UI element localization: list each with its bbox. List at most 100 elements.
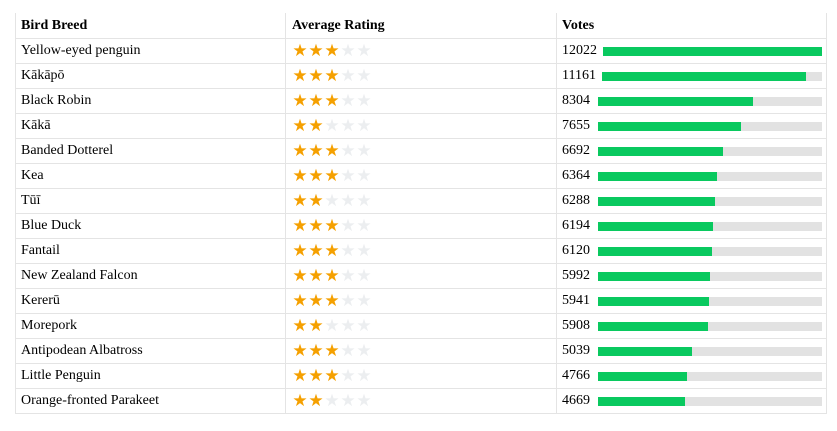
average-rating-cell: ★ ★ ★ ★ ★	[286, 339, 557, 363]
star-rating: ★ ★ ★ ★ ★	[292, 90, 372, 111]
star-filled-icon: ★	[292, 265, 308, 286]
star-filled-icon: ★	[308, 290, 324, 311]
votes-bar-fill	[598, 121, 741, 131]
star-rating: ★ ★ ★ ★ ★	[292, 340, 372, 361]
star-filled-icon: ★	[292, 365, 308, 386]
star-filled-icon: ★	[324, 215, 340, 236]
star-filled-icon: ★	[292, 40, 308, 61]
star-filled-icon: ★	[324, 65, 340, 86]
star-empty-icon: ★	[356, 340, 372, 361]
votes-cell: 5941	[557, 289, 826, 313]
votes-cell: 12022	[557, 39, 826, 63]
table-row[interactable]: Banded Dotterel ★ ★ ★ ★ ★ 6692	[16, 138, 826, 163]
table-row[interactable]: Little Penguin ★ ★ ★ ★ ★ 4766	[16, 363, 826, 388]
votes-bar-track	[598, 296, 822, 306]
star-rating: ★ ★ ★ ★ ★	[292, 240, 372, 261]
table-row[interactable]: Fantail ★ ★ ★ ★ ★ 6120	[16, 238, 826, 263]
star-rating: ★ ★ ★ ★ ★	[292, 365, 372, 386]
bird-breed-cell: Little Penguin	[16, 364, 286, 388]
star-rating: ★ ★ ★ ★ ★	[292, 315, 372, 336]
bird-breed-cell: Kererū	[16, 289, 286, 313]
votes-bar-track	[598, 321, 822, 331]
bird-breed-cell: Tūī	[16, 189, 286, 213]
votes-cell: 6120	[557, 239, 826, 263]
star-empty-icon: ★	[356, 315, 372, 336]
table-row[interactable]: Kākāpō ★ ★ ★ ★ ★ 11161	[16, 63, 826, 88]
star-empty-icon: ★	[340, 390, 356, 411]
votes-count: 7655	[562, 118, 590, 133]
star-filled-icon: ★	[292, 215, 308, 236]
votes-bar-fill	[598, 146, 723, 156]
table-row[interactable]: Black Robin ★ ★ ★ ★ ★ 8304	[16, 88, 826, 113]
bird-breed-cell: Orange-fronted Parakeet	[16, 389, 286, 413]
header-votes[interactable]: Votes	[562, 17, 595, 33]
table-row[interactable]: Tūī ★ ★ ★ ★ ★ 6288	[16, 188, 826, 213]
star-filled-icon: ★	[308, 340, 324, 361]
star-rating: ★ ★ ★ ★ ★	[292, 265, 372, 286]
star-empty-icon: ★	[356, 40, 372, 61]
star-filled-icon: ★	[308, 65, 324, 86]
votes-count: 8304	[562, 93, 590, 108]
votes-bar-track	[598, 196, 822, 206]
star-filled-icon: ★	[308, 315, 324, 336]
votes-bar-fill	[598, 296, 709, 306]
star-empty-icon: ★	[340, 65, 356, 86]
average-rating-cell: ★ ★ ★ ★ ★	[286, 314, 557, 338]
votes-cell: 6364	[557, 164, 826, 188]
votes-bar-fill	[598, 246, 713, 256]
votes-bar-fill	[603, 46, 822, 56]
votes-bar-track	[598, 121, 822, 131]
star-empty-icon: ★	[356, 165, 372, 186]
star-filled-icon: ★	[308, 115, 324, 136]
star-empty-icon: ★	[356, 65, 372, 86]
star-filled-icon: ★	[308, 165, 324, 186]
votes-count: 4669	[562, 393, 590, 408]
star-filled-icon: ★	[324, 90, 340, 111]
table-row[interactable]: Antipodean Albatross ★ ★ ★ ★ ★ 5039	[16, 338, 826, 363]
table-row[interactable]: Morepork ★ ★ ★ ★ ★ 5908	[16, 313, 826, 338]
star-empty-icon: ★	[340, 190, 356, 211]
star-filled-icon: ★	[308, 90, 324, 111]
table-row[interactable]: Kākā ★ ★ ★ ★ ★ 7655	[16, 113, 826, 138]
star-filled-icon: ★	[308, 240, 324, 261]
votes-cell: 11161	[557, 64, 826, 88]
star-filled-icon: ★	[292, 340, 308, 361]
votes-cell: 5908	[557, 314, 826, 338]
votes-bar-fill	[601, 71, 807, 81]
average-rating-cell: ★ ★ ★ ★ ★	[286, 389, 557, 413]
star-filled-icon: ★	[324, 40, 340, 61]
average-rating-cell: ★ ★ ★ ★ ★	[286, 89, 557, 113]
star-empty-icon: ★	[356, 265, 372, 286]
star-empty-icon: ★	[340, 215, 356, 236]
table-row[interactable]: Orange-fronted Parakeet ★ ★ ★ ★ ★ 4669	[16, 388, 826, 413]
table-row[interactable]: Kererū ★ ★ ★ ★ ★ 5941	[16, 288, 826, 313]
header-bird-breed[interactable]: Bird Breed	[16, 13, 286, 38]
star-filled-icon: ★	[292, 315, 308, 336]
votes-bar-fill	[598, 271, 710, 281]
votes-count: 5992	[562, 268, 590, 283]
votes-count: 11161	[562, 68, 596, 83]
votes-count: 6692	[562, 143, 590, 158]
star-empty-icon: ★	[340, 265, 356, 286]
star-filled-icon: ★	[308, 390, 324, 411]
votes-count: 5941	[562, 293, 590, 308]
votes-bar-fill	[598, 196, 716, 206]
star-rating: ★ ★ ★ ★ ★	[292, 165, 372, 186]
votes-bar-fill	[598, 396, 685, 406]
star-filled-icon: ★	[308, 265, 324, 286]
star-filled-icon: ★	[292, 290, 308, 311]
votes-bar-fill	[598, 221, 714, 231]
table-row[interactable]: Yellow-eyed penguin ★ ★ ★ ★ ★ 12022	[16, 38, 826, 63]
table-row[interactable]: Blue Duck ★ ★ ★ ★ ★ 6194	[16, 213, 826, 238]
votes-cell: 4766	[557, 364, 826, 388]
table-row[interactable]: New Zealand Falcon ★ ★ ★ ★ ★ 5992	[16, 263, 826, 288]
table-row[interactable]: Kea ★ ★ ★ ★ ★ 6364	[16, 163, 826, 188]
header-average-rating[interactable]: Average Rating	[286, 13, 557, 38]
votes-bar-fill	[598, 321, 709, 331]
star-filled-icon: ★	[308, 40, 324, 61]
grid-header-row: Bird Breed Average Rating Votes	[16, 13, 826, 38]
star-empty-icon: ★	[356, 290, 372, 311]
star-empty-icon: ★	[340, 140, 356, 161]
bird-breed-cell: Black Robin	[16, 89, 286, 113]
star-empty-icon: ★	[356, 190, 372, 211]
